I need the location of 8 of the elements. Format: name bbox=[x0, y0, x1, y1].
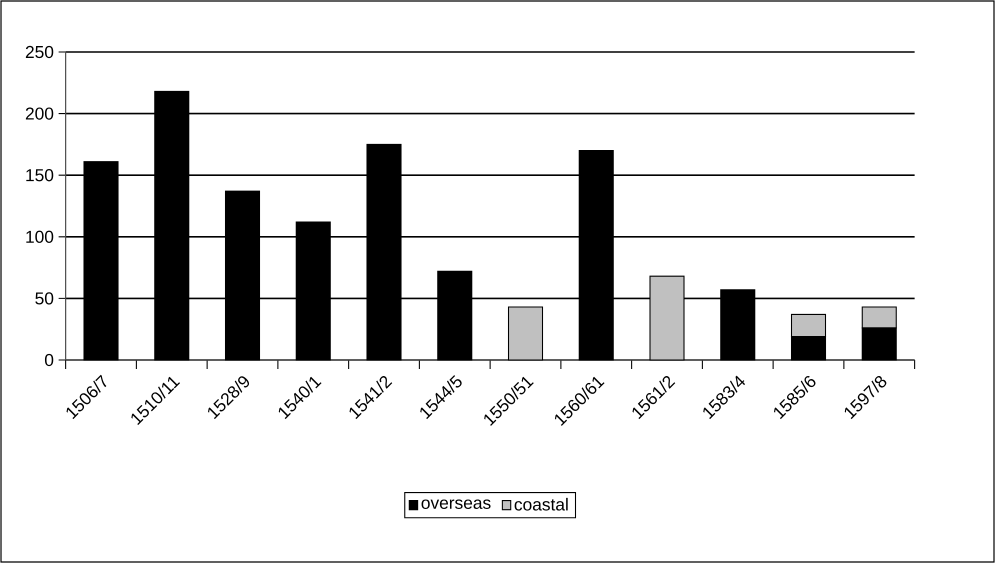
legend-label: overseas bbox=[422, 499, 491, 509]
y-tick-label: 100 bbox=[26, 230, 54, 243]
y-tick-label: 200 bbox=[26, 107, 54, 120]
y-tick-label: 250 bbox=[26, 46, 54, 58]
legend-label: coastal bbox=[514, 498, 568, 511]
y-tick-label: 50 bbox=[35, 292, 54, 305]
y-tick-label: 0 bbox=[44, 354, 54, 366]
y-tick-label: 150 bbox=[26, 169, 54, 182]
